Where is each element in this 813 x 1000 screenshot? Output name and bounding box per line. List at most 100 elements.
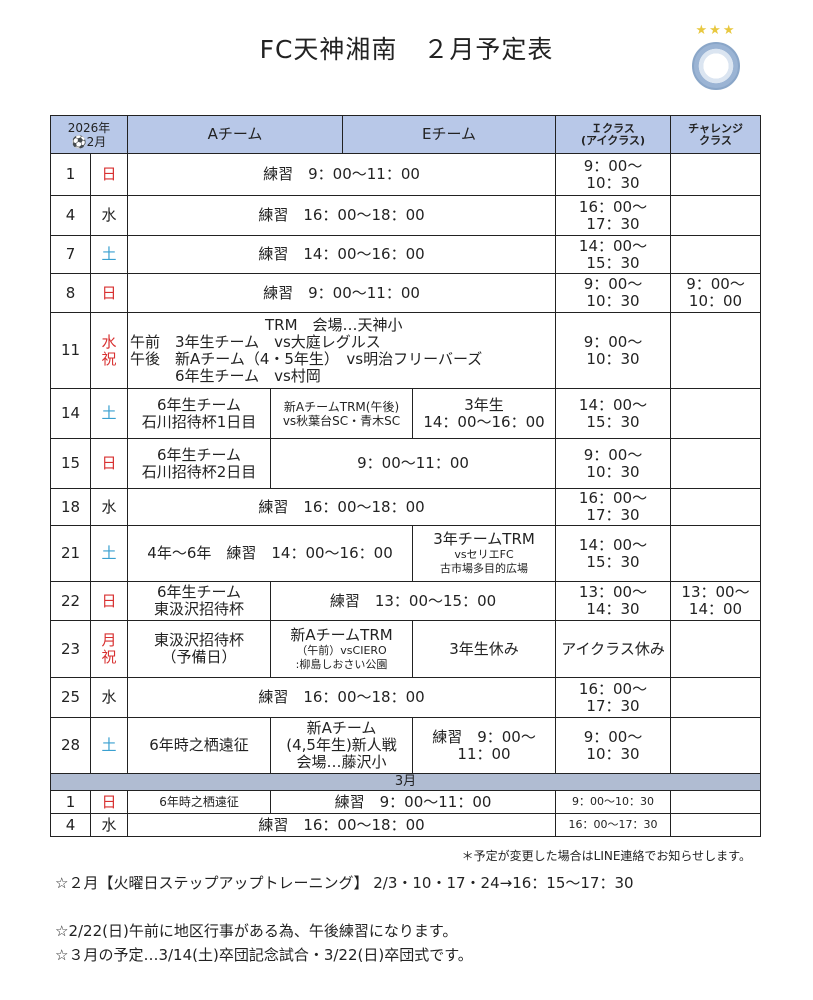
weekday-cell: 土 — [89, 717, 129, 774]
i-class-cell: 9：00～ 10：30 — [555, 717, 672, 774]
schedule-cell: TRM 会場…天神小 午前 3年生チーム vs大庭レグルス 午後 新Aチーム（4… — [127, 312, 557, 389]
schedule-row: 7 土 練習 14：00～16：00 14：00～ 15：30 — [50, 235, 762, 274]
day-cell: 4 — [50, 195, 91, 236]
schedule-cell: 練習 16：00～18：00 — [127, 488, 557, 526]
footer-note-1: ☆２月【火曜日ステップアップトレーニング】 2/3・10・17・24→16：15… — [55, 874, 634, 892]
weekday-cell: 土 — [89, 525, 129, 582]
day-cell: 14 — [50, 388, 91, 439]
schedule-cell: 東汲沢招待杯 （予備日） — [127, 620, 272, 678]
i-class-cell: 9：00～ 10：30 — [555, 273, 672, 313]
day-cell: 23 — [50, 620, 91, 678]
crest-icon — [692, 42, 740, 90]
day-cell: 21 — [50, 525, 91, 582]
i-class-cell: 16：00～17：30 — [555, 813, 672, 837]
schedule-text: TRM 会場…天神小 午前 3年生チーム vs大庭レグルス 午後 新Aチーム（4… — [130, 315, 483, 385]
challenge-class-cell — [670, 790, 762, 814]
schedule-cell: 練習 9：00～ 11：00 — [412, 717, 557, 774]
weekday-cell: 日 — [89, 153, 129, 196]
schedule-cell: 6年時之栖遠征 — [127, 790, 272, 814]
i-class-cell: 16：00～ 17：30 — [555, 677, 672, 718]
challenge-class-cell: 13：00～ 14：00 — [670, 581, 762, 621]
i-class-cell: 14：00～ 15：30 — [555, 525, 672, 582]
challenge-class-cell — [670, 235, 762, 274]
weekday-cell: 水 — [89, 195, 129, 236]
challenge-class-cell — [670, 813, 762, 837]
schedule-text: 6年生チーム 石川招待杯2日目 — [141, 445, 257, 481]
schedule-cell: 新AチームTRM(午後) vs秋葉台SC・青木SC — [270, 388, 414, 439]
challenge-class-cell — [670, 153, 762, 196]
schedule-cell: 練習 14：00～16：00 — [127, 235, 557, 274]
weekday-cell: 月 祝 — [89, 620, 129, 678]
challenge-class-cell — [670, 620, 762, 678]
weekday-cell: 水 — [89, 813, 129, 837]
schedule-text: 6年時之栖遠征 — [149, 736, 249, 754]
i-class-cell: 9：00～ 10：30 — [555, 438, 672, 489]
schedule-text: 新Aチーム (4,5年生)新人戦 会場…藤沢小 — [286, 719, 397, 771]
challenge-class-cell — [670, 717, 762, 774]
schedule-text: 6年生チーム 石川招待杯1日目 — [141, 395, 257, 431]
schedule-text: 練習 16：00～18：00 — [258, 815, 425, 834]
schedule-cell: 3年チームTRM vsセリエFC 古市場多目的広場 — [412, 525, 557, 582]
schedule-text: 3年生 14：00～16：00 — [423, 395, 545, 431]
challenge-class-cell — [670, 677, 762, 718]
schedule-cell: 練習 9：00～11：00 — [127, 153, 557, 196]
challenge-class-cell — [670, 488, 762, 526]
schedule-cell: 6年時之栖遠征 — [127, 717, 272, 774]
schedule-subtext: vsセリエFC 古市場多目的広場 — [440, 548, 529, 575]
schedule-text: 練習 13：00～15：00 — [329, 591, 497, 610]
schedule-row: 14 土 6年生チーム 石川招待杯1日目 新AチームTRM(午後) vs秋葉台SC・青… — [50, 388, 762, 439]
weekday-cell: 日 — [89, 438, 129, 489]
schedule-subtext: （午前）vsCIERO :柳島しおさい公園 — [295, 643, 388, 671]
schedule-row: 15 日 6年生チーム 石川招待杯2日目 9：00～11：00 9：00～ 10：30 — [50, 438, 762, 489]
schedule-text: 9：00～11：00 — [357, 454, 469, 472]
i-class-cell: 9：00～ 10：30 — [555, 153, 672, 196]
stars-icon: ★★★ — [695, 23, 737, 38]
i-class-cell: アイクラス休み — [555, 620, 672, 678]
schedule-cell: 練習 16：00～18：00 — [127, 195, 557, 236]
day-cell: 4 — [50, 813, 91, 837]
challenge-class-cell — [670, 525, 762, 582]
march-divider-row: 3月 — [49, 773, 762, 791]
i-class-cell: 9：00～10：30 — [555, 790, 672, 814]
schedule-text: 3年生休み — [449, 639, 519, 658]
schedule-cell: 6年生チーム 東汲沢招待杯 — [127, 581, 272, 621]
schedule-cell: 練習 16：00～18：00 — [127, 813, 557, 837]
schedule-row: 1 日 練習 9：00～11：00 9：00～ 10：30 — [50, 153, 762, 196]
schedule-text: 東汲沢招待杯 （予備日） — [154, 631, 245, 666]
schedule-text: 3年チームTRM — [433, 530, 535, 548]
i-class-cell: 16：00～ 17：30 — [555, 488, 672, 526]
schedule-row: 4 水 練習 16：00～18：00 16：00～17：30 — [50, 813, 762, 837]
i-class-cell: 14：00～ 15：30 — [555, 235, 672, 274]
day-cell: 11 — [50, 312, 91, 389]
schedule-row: 4 水 練習 16：00～18：00 16：00～ 17：30 — [50, 195, 762, 236]
schedule-cell: 3年生 14：00～16：00 — [412, 388, 557, 439]
header-e-team: Eチーム — [342, 115, 557, 154]
schedule-row: 1 日 6年時之栖遠征 練習 9：00～11：00 9：00～10：30 — [50, 790, 762, 814]
schedule-text: 6年時之栖遠征 — [159, 795, 239, 809]
schedule-cell: 6年生チーム 石川招待杯2日目 — [127, 438, 272, 489]
schedule-text: 新AチームTRM — [290, 625, 393, 644]
schedule-text: 練習 16：00～18：00 — [258, 688, 425, 706]
schedule-cell: 練習 9：00～11：00 — [270, 790, 557, 814]
page-title: FC天神湘南 ２月予定表 — [259, 35, 554, 64]
change-notice: ＊予定が変更した場合はLINE連絡でお知らせします。 — [461, 849, 751, 863]
schedule-cell: 6年生チーム 石川招待杯1日目 — [127, 388, 272, 439]
day-cell: 22 — [50, 581, 91, 621]
i-class-cell: 14：00～ 15：30 — [555, 388, 672, 439]
schedule-cell: 新Aチーム (4,5年生)新人戦 会場…藤沢小 — [270, 717, 414, 774]
schedule-text: 新AチームTRM(午後) vs秋葉台SC・青木SC — [282, 399, 401, 428]
header-challenge-class: チャレンジ クラス — [670, 115, 762, 154]
schedule-cell: 練習 9：00～11：00 — [127, 273, 557, 313]
schedule-row: 25 水 練習 16：00～18：00 16：00～ 17：30 — [50, 677, 762, 718]
day-cell: 7 — [50, 235, 91, 274]
header-a-team: Aチーム — [127, 115, 344, 154]
day-cell: 1 — [50, 153, 91, 196]
challenge-class-cell — [670, 312, 762, 389]
weekday-cell: 日 — [89, 581, 129, 621]
header-date: 2026年 ⚽2月 — [49, 115, 129, 154]
day-cell: 1 — [50, 790, 91, 814]
schedule-table: 2026年 ⚽2月 Aチーム Eチーム Ｉクラス (アイクラス) チャレンジ ク… — [49, 115, 762, 837]
day-cell: 8 — [50, 273, 91, 313]
weekday-cell: 水 祝 — [89, 312, 129, 389]
i-class-cell: 16：00～ 17：30 — [555, 195, 672, 236]
